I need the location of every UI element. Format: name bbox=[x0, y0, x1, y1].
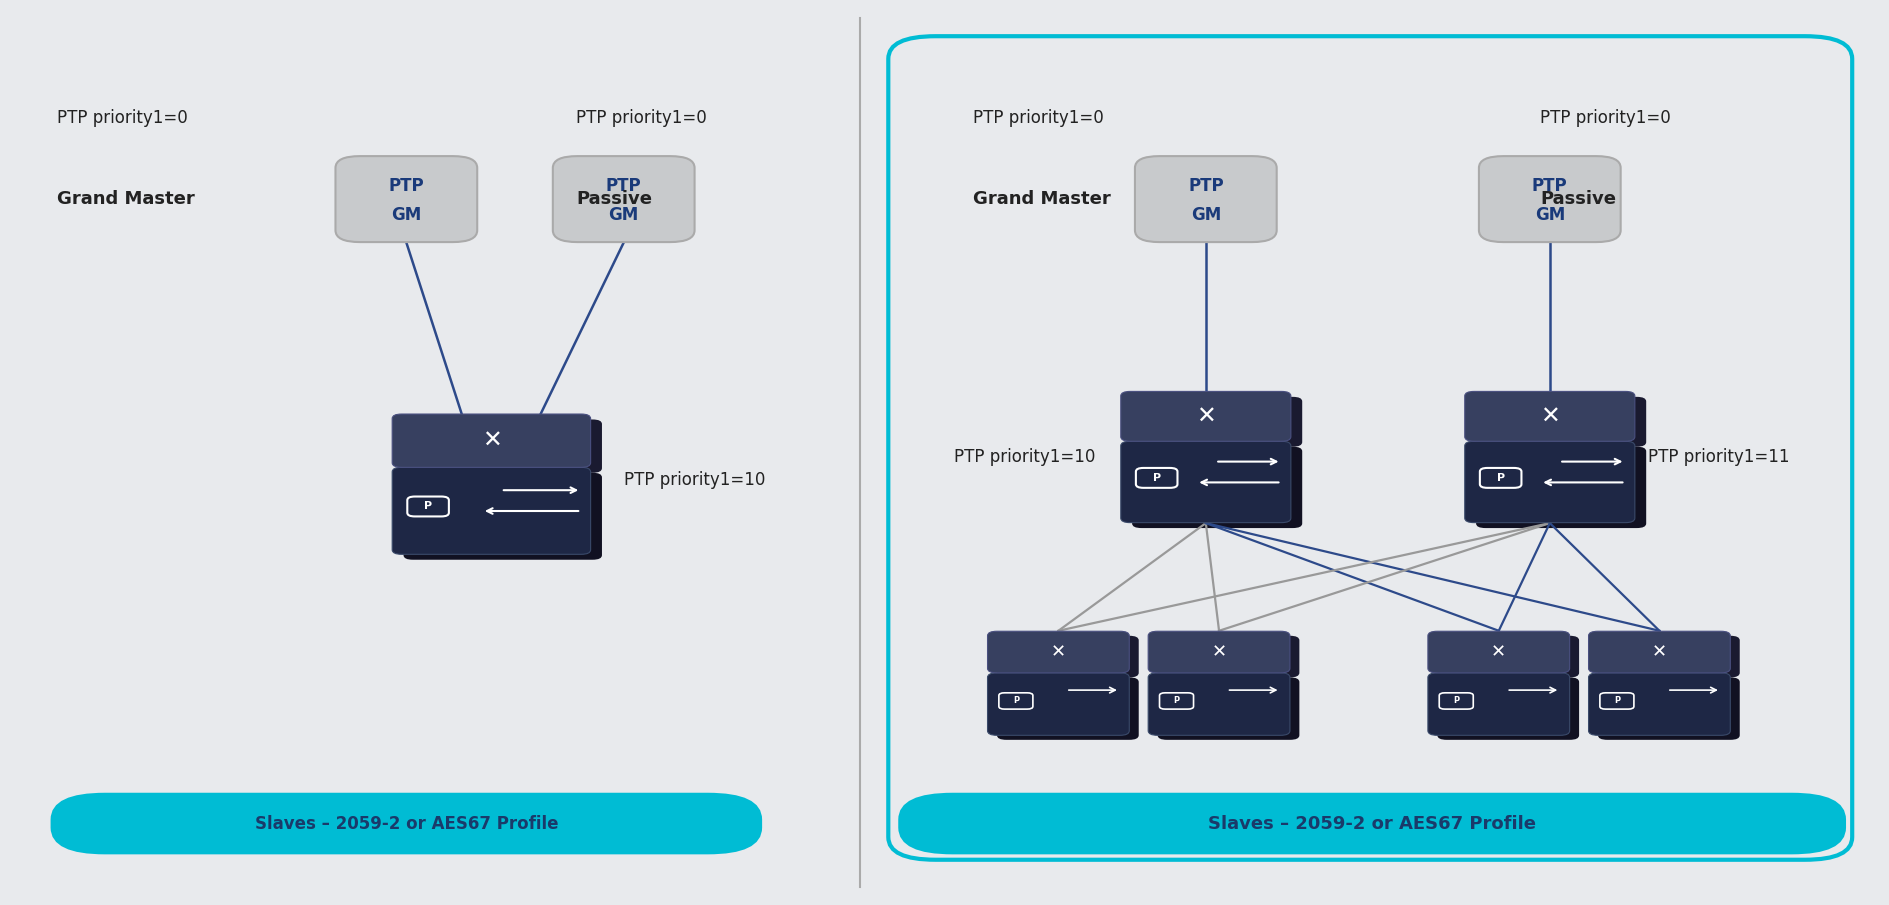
FancyBboxPatch shape bbox=[1587, 632, 1730, 673]
Text: P: P bbox=[1013, 697, 1018, 706]
Text: PTP priority1=10: PTP priority1=10 bbox=[623, 471, 765, 489]
FancyBboxPatch shape bbox=[1428, 673, 1568, 735]
FancyBboxPatch shape bbox=[1475, 396, 1645, 447]
FancyBboxPatch shape bbox=[899, 795, 1844, 853]
FancyBboxPatch shape bbox=[1464, 391, 1634, 442]
Text: PTP: PTP bbox=[389, 176, 423, 195]
FancyBboxPatch shape bbox=[1428, 632, 1568, 673]
FancyBboxPatch shape bbox=[1464, 442, 1634, 523]
FancyBboxPatch shape bbox=[1149, 632, 1288, 673]
Text: P: P bbox=[1496, 473, 1504, 483]
Text: PTP priority1=10: PTP priority1=10 bbox=[954, 448, 1096, 466]
FancyBboxPatch shape bbox=[51, 795, 759, 853]
Text: GM: GM bbox=[608, 206, 638, 224]
FancyBboxPatch shape bbox=[997, 635, 1137, 677]
Text: PTP: PTP bbox=[606, 176, 640, 195]
Text: ✕: ✕ bbox=[1651, 643, 1666, 661]
FancyBboxPatch shape bbox=[1598, 677, 1738, 740]
FancyBboxPatch shape bbox=[1439, 693, 1473, 710]
FancyBboxPatch shape bbox=[1132, 447, 1302, 529]
Text: GM: GM bbox=[391, 206, 421, 224]
Text: ✕: ✕ bbox=[1196, 405, 1215, 428]
Text: ✕: ✕ bbox=[1490, 643, 1506, 661]
FancyBboxPatch shape bbox=[1438, 677, 1577, 740]
FancyBboxPatch shape bbox=[393, 467, 589, 554]
FancyBboxPatch shape bbox=[1133, 156, 1277, 242]
Text: P: P bbox=[1613, 697, 1619, 706]
Text: PTP priority1=11: PTP priority1=11 bbox=[1647, 448, 1789, 466]
Text: ✕: ✕ bbox=[1211, 643, 1226, 661]
FancyBboxPatch shape bbox=[988, 632, 1128, 673]
Text: P: P bbox=[1173, 697, 1179, 706]
FancyBboxPatch shape bbox=[1587, 673, 1730, 735]
Text: PTP priority1=0: PTP priority1=0 bbox=[1540, 109, 1670, 127]
FancyBboxPatch shape bbox=[336, 156, 476, 242]
FancyBboxPatch shape bbox=[1475, 447, 1645, 529]
FancyBboxPatch shape bbox=[999, 693, 1031, 710]
Text: Passive: Passive bbox=[576, 190, 652, 208]
FancyBboxPatch shape bbox=[1120, 391, 1290, 442]
Text: PTP priority1=0: PTP priority1=0 bbox=[576, 109, 706, 127]
Text: PTP priority1=0: PTP priority1=0 bbox=[57, 109, 187, 127]
FancyBboxPatch shape bbox=[1156, 635, 1298, 677]
Text: ✕: ✕ bbox=[1540, 405, 1558, 428]
Text: GM: GM bbox=[1190, 206, 1220, 224]
FancyBboxPatch shape bbox=[1135, 468, 1177, 488]
Text: PTP: PTP bbox=[1188, 176, 1222, 195]
FancyBboxPatch shape bbox=[553, 156, 695, 242]
FancyBboxPatch shape bbox=[1120, 442, 1290, 523]
Text: P: P bbox=[1152, 473, 1160, 483]
FancyBboxPatch shape bbox=[988, 673, 1128, 735]
Text: Grand Master: Grand Master bbox=[973, 190, 1111, 208]
Text: Slaves – 2059-2 or AES67 Profile: Slaves – 2059-2 or AES67 Profile bbox=[1207, 814, 1536, 833]
Text: P: P bbox=[423, 501, 433, 511]
Text: ✕: ✕ bbox=[482, 429, 501, 452]
Text: PTP priority1=0: PTP priority1=0 bbox=[973, 109, 1103, 127]
FancyBboxPatch shape bbox=[1149, 673, 1288, 735]
FancyBboxPatch shape bbox=[1132, 396, 1302, 447]
Text: P: P bbox=[1453, 697, 1458, 706]
Text: Passive: Passive bbox=[1540, 190, 1615, 208]
Text: Slaves – 2059-2 or AES67 Profile: Slaves – 2059-2 or AES67 Profile bbox=[255, 814, 557, 833]
FancyBboxPatch shape bbox=[1598, 693, 1632, 710]
FancyBboxPatch shape bbox=[1477, 156, 1619, 242]
FancyBboxPatch shape bbox=[404, 420, 601, 472]
Text: PTP: PTP bbox=[1532, 176, 1566, 195]
FancyBboxPatch shape bbox=[404, 472, 601, 559]
FancyBboxPatch shape bbox=[1438, 635, 1577, 677]
FancyBboxPatch shape bbox=[1598, 635, 1738, 677]
Text: GM: GM bbox=[1534, 206, 1564, 224]
FancyBboxPatch shape bbox=[408, 497, 450, 517]
FancyBboxPatch shape bbox=[393, 414, 589, 467]
Text: Grand Master: Grand Master bbox=[57, 190, 195, 208]
Text: ✕: ✕ bbox=[1050, 643, 1065, 661]
FancyBboxPatch shape bbox=[1156, 677, 1298, 740]
FancyBboxPatch shape bbox=[1479, 468, 1521, 488]
FancyBboxPatch shape bbox=[1158, 693, 1194, 710]
FancyBboxPatch shape bbox=[997, 677, 1137, 740]
